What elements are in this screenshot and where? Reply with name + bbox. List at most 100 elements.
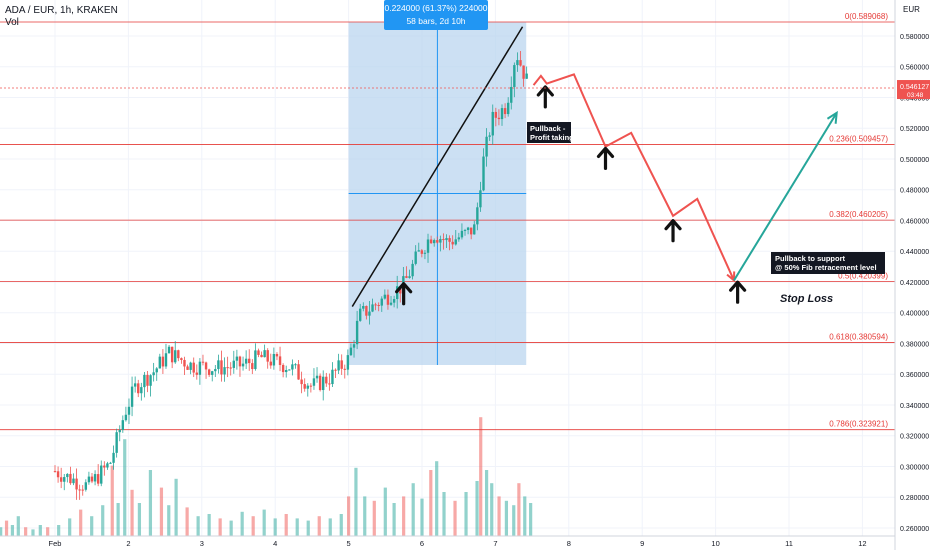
candle-body	[260, 354, 263, 358]
candle-body	[346, 355, 350, 370]
grid-lines	[0, 0, 895, 536]
up-arrow-head	[729, 280, 747, 292]
time-axis[interactable]: Feb 2 3 4 5 6 7 8 9 10 11 12	[0, 535, 895, 548]
candle-body	[337, 360, 340, 371]
candle-body	[432, 240, 436, 244]
candle-body	[72, 478, 75, 484]
volume-bar	[306, 520, 310, 536]
candle-body	[248, 358, 251, 364]
projection-down-path[interactable]	[532, 73, 735, 281]
up-arrow-icon	[395, 282, 413, 306]
volume-bar	[523, 496, 527, 536]
candle-body	[146, 374, 149, 386]
candle-body	[358, 308, 362, 321]
candle-body	[436, 240, 439, 243]
candle-body	[294, 364, 297, 366]
volume-bar	[284, 514, 288, 536]
candle-body	[235, 356, 239, 361]
up-arrow-head	[536, 85, 554, 97]
candle-body	[426, 239, 430, 253]
time-tick-label: 9	[640, 539, 644, 548]
candle-body	[189, 362, 192, 370]
candle-body	[525, 73, 528, 79]
time-tick-label: Feb	[49, 539, 62, 548]
volume-bar	[453, 500, 457, 536]
volume-bar	[174, 478, 178, 536]
candle-body	[288, 369, 291, 371]
volume-bar	[101, 505, 105, 536]
candle-body	[322, 376, 325, 391]
candle-body	[220, 360, 223, 375]
candle-body	[118, 430, 121, 433]
price-tick-label: 0.560000	[900, 65, 929, 72]
candle-body	[56, 471, 60, 478]
trendline[interactable]	[351, 26, 524, 307]
candle-body	[201, 361, 205, 363]
time-tick-label: 2	[126, 539, 130, 548]
volume-bar	[392, 503, 396, 536]
projection-up-arrowhead	[826, 110, 838, 124]
volume-bar	[68, 518, 72, 536]
candle-body	[328, 383, 331, 385]
candle-body	[229, 367, 232, 369]
candle-body	[174, 350, 177, 363]
candle-body	[263, 350, 266, 358]
candle-body	[451, 241, 454, 245]
volume-bar	[137, 503, 142, 536]
volume-bar	[273, 518, 277, 536]
volume-bar	[429, 470, 433, 536]
volume-bar	[24, 527, 28, 536]
volume-bar	[328, 518, 332, 536]
candle-body	[485, 136, 488, 157]
candle-body	[374, 304, 377, 306]
candle-body	[115, 432, 118, 453]
up-arrow-head	[596, 146, 615, 159]
candle-body	[63, 477, 66, 482]
candle-body	[130, 386, 134, 407]
candle-body	[112, 452, 115, 463]
candle-body	[365, 305, 368, 316]
candle-body	[343, 368, 346, 370]
up-arrow-icon	[596, 146, 615, 171]
price-tick-label: 0.440000	[900, 249, 929, 256]
volume-bar	[167, 505, 171, 536]
candle-body	[519, 60, 522, 66]
price-tick-label: 0.400000	[900, 311, 929, 318]
projection-up-arrow[interactable]	[726, 110, 838, 283]
candle-body	[204, 362, 208, 370]
volume-bar	[363, 496, 367, 536]
candle-body	[516, 60, 519, 66]
candle-body	[244, 358, 248, 364]
volume-bar	[4, 520, 9, 536]
volume-bar	[229, 520, 233, 536]
candle-body	[476, 207, 479, 225]
candle-body	[513, 65, 516, 87]
volume-bar	[185, 507, 189, 536]
volume-bar	[148, 470, 153, 536]
candle-body	[217, 360, 220, 370]
candle-body	[81, 489, 84, 491]
candle-body	[473, 224, 476, 235]
candle-body	[143, 374, 146, 388]
fib-level-label: 0.618(0.380594)	[829, 333, 888, 342]
time-tick-label: 6	[420, 539, 424, 548]
currency-label: EUR	[903, 5, 920, 14]
candle-body	[454, 239, 457, 245]
candle-body	[59, 477, 63, 482]
candle-body	[466, 227, 470, 231]
fib-retracement[interactable]: 0(0.589068) 0.236(0.509457) 0.382(0.460205…	[0, 12, 895, 431]
candle-body	[257, 350, 260, 355]
candle-body	[177, 350, 180, 359]
fib-level-label: 0.5(0.420399)	[838, 271, 888, 280]
price-tick-label: 0.520000	[900, 126, 929, 133]
price-tick-label: 0.300000	[900, 464, 929, 471]
fib-level-label: 0.786(0.323921)	[829, 420, 888, 429]
volume-bar	[517, 483, 521, 536]
candle-body	[106, 463, 109, 468]
candle-body	[491, 111, 494, 136]
candle-body	[100, 465, 103, 484]
candle-body	[149, 375, 152, 386]
candle-body	[93, 474, 97, 482]
